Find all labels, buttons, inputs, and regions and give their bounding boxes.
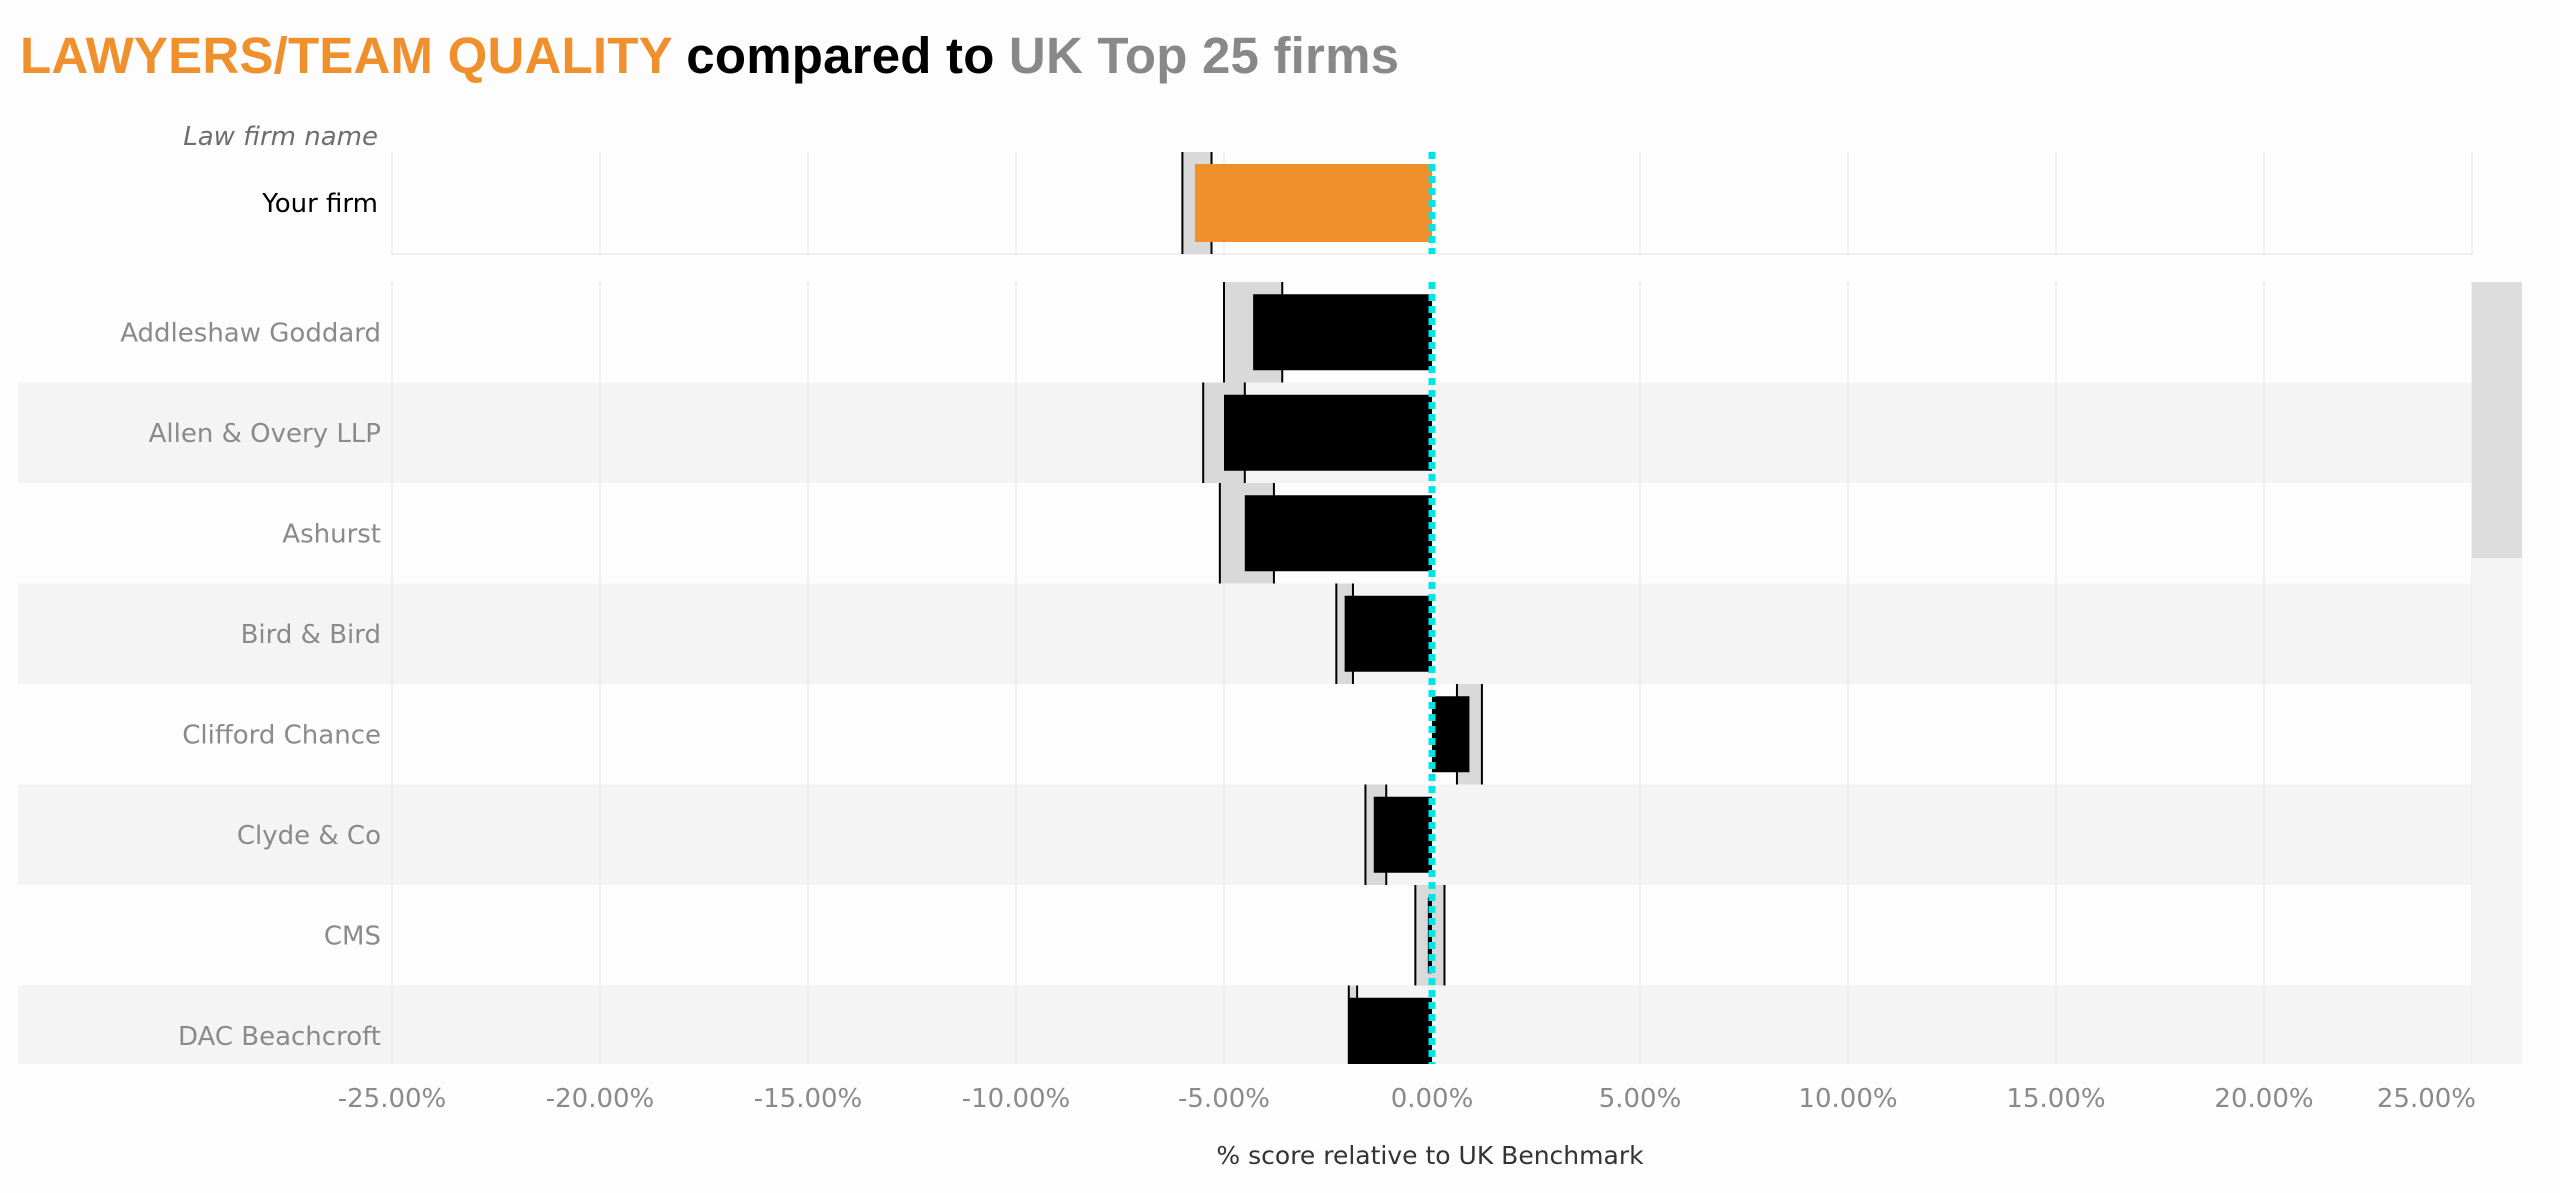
row-stripe: [18, 583, 2472, 684]
bar: [1348, 997, 1432, 1064]
scrollbar-thumb[interactable]: [2472, 282, 2522, 558]
bar: [1432, 696, 1470, 773]
x-tick-label: -25.00%: [338, 1084, 447, 1114]
title-benchmark: UK Top 25 firms: [1008, 27, 1400, 84]
category-label: CMS: [324, 921, 381, 951]
x-tick-label: 5.00%: [1599, 1084, 1682, 1114]
category-label: Clifford Chance: [182, 720, 381, 750]
row-header-label: Law firm name: [183, 122, 378, 152]
your-firm-bar: [1194, 164, 1432, 242]
category-label: Ashurst: [282, 519, 381, 549]
title-connector: compared to: [671, 27, 1009, 84]
x-axis-title: % score relative to UK Benchmark: [1216, 1141, 1644, 1170]
x-tick-label: 20.00%: [2214, 1084, 2313, 1114]
row-stripe: [18, 784, 2472, 885]
bar: [1344, 595, 1432, 672]
chart-title: LAWYERS/TEAM QUALITY compared to UK Top …: [20, 26, 1399, 85]
category-label: Allen & Overy LLP: [149, 419, 381, 449]
bar: [1244, 495, 1432, 572]
row-stripe: [18, 985, 2472, 1064]
x-tick-label: 10.00%: [1798, 1084, 1897, 1114]
x-tick-label: -5.00%: [1178, 1084, 1270, 1114]
category-label: DAC Beachcroft: [178, 1022, 381, 1052]
x-tick-label: -10.00%: [962, 1084, 1071, 1114]
category-label: Addleshaw Goddard: [120, 318, 381, 348]
x-tick-label: 0.00%: [1391, 1084, 1474, 1114]
title-highlight: LAWYERS/TEAM QUALITY: [20, 27, 672, 84]
category-label: Bird & Bird: [241, 620, 381, 650]
bar: [1253, 294, 1432, 371]
x-tick-label: -15.00%: [754, 1084, 863, 1114]
category-label: Clyde & Co: [237, 821, 381, 851]
x-tick-label: 25.00%: [2377, 1084, 2476, 1114]
bar: [1373, 796, 1432, 873]
bar: [1224, 394, 1432, 471]
x-tick-label: -20.00%: [546, 1084, 655, 1114]
your-firm-label: Your firm: [261, 189, 378, 219]
x-tick-label: 15.00%: [2006, 1084, 2105, 1114]
